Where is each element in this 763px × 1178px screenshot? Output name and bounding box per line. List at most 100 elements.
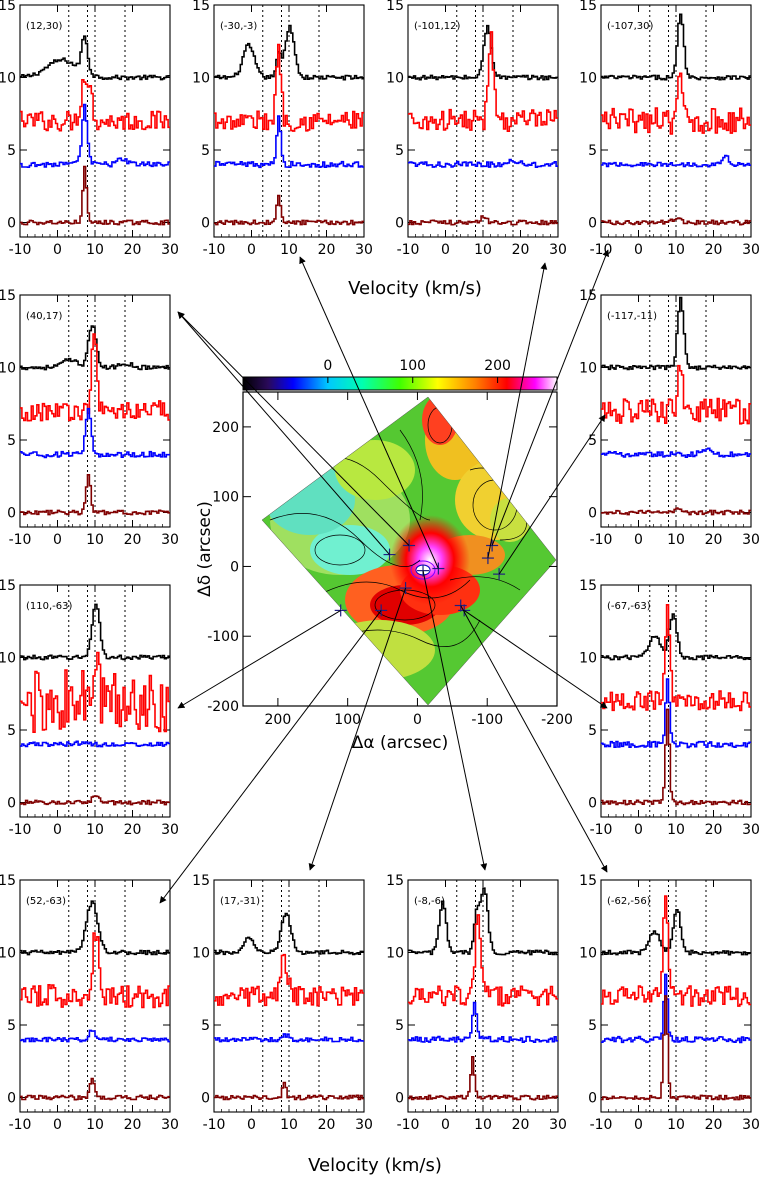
velocity-label-bottom: Velocity (km/s) [308,1155,442,1176]
y-tick-label: 0 [7,796,16,812]
x-tick-label: 30 [549,242,567,258]
spectrum-series [408,31,558,132]
spectrum-panel: -10 0 10 20 30 0 5 10 15 (-62,-56) [579,873,760,1133]
y-tick-label: 10 [579,651,597,667]
x-tick-label: 30 [161,532,179,548]
x-tick-label: 10 [667,242,685,258]
pointer-arrow [177,311,410,546]
y-tick-label: 5 [7,433,16,449]
spectrum-series [214,43,364,132]
x-tick-label: 10 [667,822,685,838]
spectrum-series [408,158,558,168]
y-tick-label: 15 [192,873,210,889]
spectrum-panel: -10 0 10 20 30 0 5 10 15 (-30,-3) [192,0,373,258]
x-tick-label: -10 [9,242,32,258]
x-tick-label: -10 [397,242,420,258]
pointer-arrow [498,414,606,575]
y-tick-label: 10 [579,361,597,377]
pointer-arrow [308,587,407,871]
y-tick-label: 5 [395,1018,404,1034]
y-tick-label: 15 [192,0,210,14]
panel-position-label: (-117,-11) [607,311,657,322]
y-tick-label: 0 [7,1091,16,1107]
spectrum-panel: -10 0 10 20 30 0 5 10 15 (17,-31) [192,873,373,1133]
spectrum-series [601,995,751,1101]
x-tick-label: -10 [203,1117,226,1133]
x-tick-label: 20 [318,1117,336,1133]
x-tick-label: -10 [9,532,32,548]
spectrum-series [601,708,751,806]
y-tick-label: 15 [0,0,16,14]
y-tick-label: 5 [201,143,210,159]
y-tick-label: 0 [588,1091,597,1107]
x-tick-label: 20 [705,822,723,838]
x-tick-label: 30 [161,242,179,258]
x-tick-label: -10 [203,242,226,258]
spectrum-series [20,333,170,422]
y-tick-label: 5 [588,143,597,159]
panel-position-label: (-67,-63) [607,601,651,612]
panel-position-label: (110,-63) [26,601,73,612]
x-tick-label: 0 [634,532,643,548]
x-tick-label: 20 [512,1117,530,1133]
pointer-arrow [177,311,390,555]
x-tick-label: 30 [742,822,760,838]
x-tick-label: 0 [247,1117,256,1133]
colorbar-tick-label: 200 [484,358,511,374]
y-tick-label: 0 [201,1091,210,1107]
y-tick-label: 15 [0,578,16,594]
spectrum-series [601,678,751,749]
spectrum-panel: -10 0 10 20 30 0 5 10 15 (-67,-63) [579,578,760,838]
spectrum-series [214,194,364,226]
x-tick-label: 20 [318,242,336,258]
x-tick-label: 10 [86,1117,104,1133]
x-tick-label: 20 [705,1117,723,1133]
spectrum-series [408,1001,558,1043]
spectrum-series [20,1029,170,1043]
y-tick-label: 5 [201,1018,210,1034]
map-y-tick-label: 200 [212,420,239,436]
y-tick-label: 15 [0,873,16,889]
x-tick-label: 0 [53,1117,62,1133]
spectrum-panel: -10 0 10 20 30 0 5 10 15 (110,-63) [0,578,179,838]
map-x-tick-label: -200 [541,712,573,728]
map-y-tick-label: -200 [207,699,239,715]
spectrum-series [601,13,751,81]
spectrum-panel: -10 0 10 20 30 0 5 10 15 (12,30) [0,0,179,258]
y-tick-label: 15 [579,288,597,304]
pointer-arrow [463,609,608,709]
spectrum-series [20,325,170,371]
x-tick-label: 0 [53,822,62,838]
x-tick-label: 30 [355,242,373,258]
y-tick-label: 10 [386,71,404,87]
x-tick-label: 0 [441,1117,450,1133]
colorbar-ticks: 0 100 200 [323,358,511,383]
x-tick-label: 20 [705,532,723,548]
spectrum-series [20,407,170,459]
y-tick-label: 10 [579,946,597,962]
spectrum-series [214,1033,364,1043]
x-tick-label: -10 [590,822,613,838]
map-xlabel: Δα (arcsec) [352,733,449,753]
y-tick-label: 15 [579,0,597,14]
x-tick-label: 30 [161,1117,179,1133]
spectrum-series [601,296,751,371]
spectrum-panel: -10 0 10 20 30 0 5 10 15 (52,-63) [0,873,179,1133]
map-x-tick-label: 0 [413,712,422,728]
pointer-arrow [460,605,608,873]
spectrum-series [601,364,751,425]
y-tick-label: 5 [588,433,597,449]
x-tick-label: 0 [247,242,256,258]
panel-position-label: (-8,-6) [414,896,445,907]
spectrum-series [20,795,170,806]
spectrum-panel: -10 0 10 20 30 0 5 10 15 (-117,-11) [579,288,760,548]
map-y-tick-label: -100 [207,629,239,645]
map-ylabel: Δδ (arcsec) [195,501,215,597]
spectrum-series [20,165,170,226]
spectrum-series [214,1081,364,1101]
panel-position-label: (-101,12) [414,21,461,32]
x-tick-label: 10 [667,532,685,548]
x-tick-label: 20 [705,242,723,258]
spectrum-series [214,115,364,169]
